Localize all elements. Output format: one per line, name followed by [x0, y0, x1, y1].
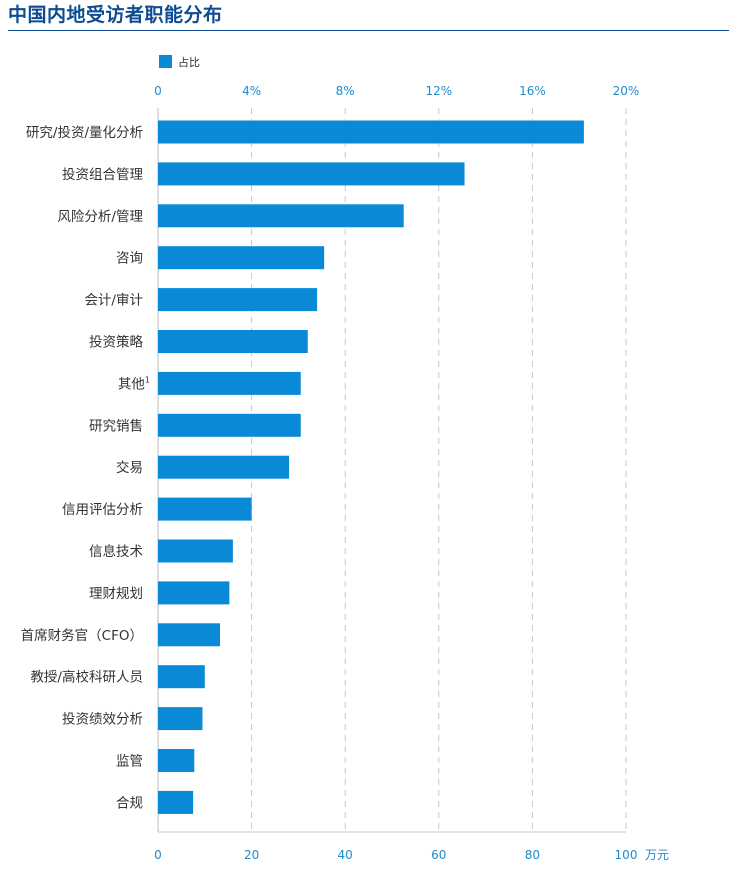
bottom-axis-ticks: 0 20 40 60 80 100 万元 [154, 848, 669, 862]
category-label: 其他1 [118, 375, 150, 392]
bottom-tick-label: 80 [525, 848, 540, 862]
bottom-tick-label: 40 [338, 848, 353, 862]
footnote-mark: 1 [145, 375, 150, 384]
bar [158, 623, 221, 647]
category-label: 咨询 [116, 251, 143, 267]
title-divider [8, 30, 729, 31]
bar [158, 581, 230, 605]
bar [158, 497, 252, 521]
bar [158, 665, 205, 689]
bottom-tick-label: 100 [615, 848, 638, 862]
legend-swatch [159, 55, 172, 68]
bar [158, 749, 195, 772]
category-label: 教授/高校科研人员 [30, 669, 143, 686]
bar [158, 455, 290, 479]
category-label: 理财规划 [89, 586, 143, 602]
top-tick-label: 0 [154, 84, 162, 98]
top-tick-label: 12% [425, 84, 452, 98]
bottom-axis-unit: 万元 [645, 848, 669, 862]
bar [158, 120, 584, 144]
legend-label: 占比 [178, 55, 200, 69]
category-label: 交易 [116, 459, 143, 476]
category-label: 首席财务官（CFO） [21, 628, 143, 644]
category-label: 信息技术 [89, 543, 143, 560]
category-label: 会计/审计 [84, 293, 143, 309]
top-tick-label: 16% [519, 84, 546, 98]
category-label: 信用评估分析 [62, 502, 143, 518]
bottom-tick-label: 20 [244, 848, 259, 862]
category-label: 研究/投资/量化分析 [26, 125, 143, 141]
top-tick-label: 20% [613, 84, 640, 98]
bar [158, 204, 404, 228]
bar [158, 413, 301, 437]
top-tick-label: 4% [242, 84, 261, 98]
bar [158, 330, 308, 353]
category-label: 投资绩效分析 [62, 712, 143, 728]
bar [158, 288, 318, 312]
top-tick-label: 8% [336, 84, 355, 98]
category-label: 研究销售 [89, 418, 143, 434]
top-axis-ticks: 0 4% 8% 12% 16% 20% [154, 84, 639, 98]
bar [158, 246, 325, 270]
category-label: 投资组合管理 [62, 167, 143, 183]
legend: 占比 [159, 55, 200, 69]
bottom-tick-label: 60 [431, 848, 446, 862]
chart-title: 中国内地受访者职能分布 [8, 4, 223, 26]
bars [158, 120, 584, 814]
bar [158, 539, 233, 563]
category-label: 合规 [116, 795, 143, 811]
category-label: 监管 [116, 754, 143, 770]
bar [158, 371, 301, 395]
bar [158, 790, 194, 814]
category-label: 风险分析/管理 [57, 209, 143, 225]
bar [158, 707, 203, 731]
bottom-tick-label: 0 [154, 848, 162, 862]
category-label: 投资策略 [89, 334, 143, 351]
bar [158, 162, 465, 186]
